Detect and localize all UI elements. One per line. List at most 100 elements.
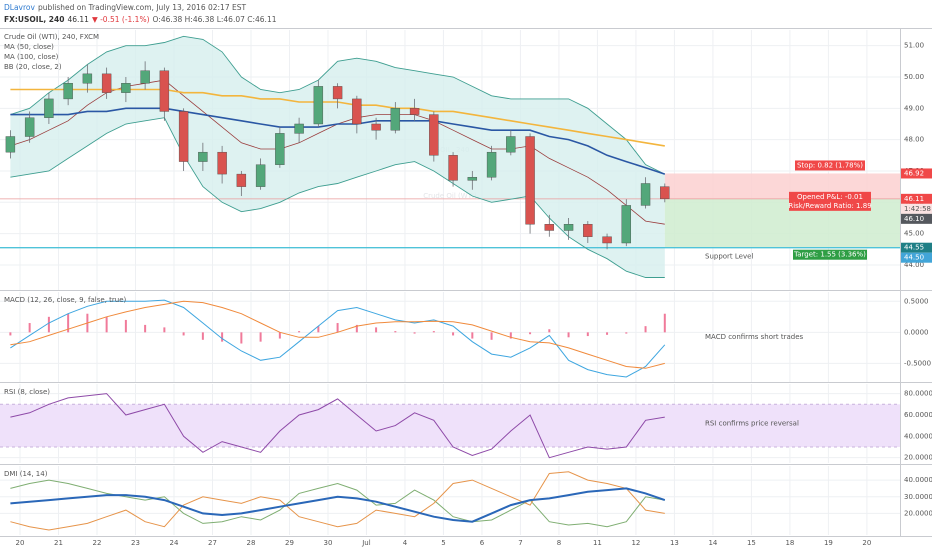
histogram-bar — [336, 323, 339, 333]
histogram-bar — [509, 332, 512, 339]
histogram-bar — [606, 332, 609, 335]
y-tick-label: 40.0000 — [904, 432, 932, 440]
histogram-bar — [548, 329, 551, 333]
x-tick-label: 29 — [285, 539, 294, 547]
rr-label-box — [789, 200, 871, 211]
x-tick-label: 7 — [518, 539, 522, 547]
x-tick-label: Jul — [361, 539, 371, 547]
candle-body — [24, 117, 35, 137]
pane-title: MACD (12, 26, close, 9, false, true) — [4, 296, 127, 304]
candle-body — [602, 236, 612, 244]
histogram-bar — [47, 316, 50, 333]
candle-body — [467, 177, 478, 181]
x-tick-label: 11 — [593, 539, 602, 547]
candle-body — [660, 186, 670, 200]
candle-body — [332, 86, 343, 100]
pane-title: Crude Oil (WTI), 240, FXCM — [4, 33, 99, 41]
price-tag-box — [901, 193, 932, 204]
candle-body — [159, 70, 170, 112]
histogram-bar — [28, 323, 31, 333]
symbol-line: FX:USOIL, 240 46.11 ▼ -0.51 (-1.1%) O:46.38… — [4, 15, 277, 24]
y-tick-label: 40.0000 — [904, 476, 932, 484]
candle-body — [275, 133, 285, 165]
indicator-line — [10, 393, 665, 459]
candle-body — [506, 136, 516, 153]
histogram-bar — [490, 332, 493, 340]
y-tick-label: 30.0000 — [904, 493, 932, 501]
countdown: 1:42:58 — [904, 205, 931, 213]
x-tick-label: 20 — [16, 539, 25, 547]
histogram-bar — [432, 331, 435, 333]
price-tag: 44.50 — [904, 254, 924, 262]
pnl-label-box — [789, 191, 871, 202]
price-tag-box — [901, 242, 932, 253]
rr-label: Risk/Reward Ratio: 1.89 — [788, 202, 871, 210]
candle-body — [390, 108, 401, 131]
candle-body — [621, 205, 632, 244]
histogram-bar — [67, 313, 70, 333]
price-tag-box — [901, 213, 932, 224]
watermark: Crude Oil (WTI) — [423, 192, 477, 200]
candle-body — [352, 98, 362, 125]
x-tick-label: 5 — [441, 539, 445, 547]
x-tick-label: 8 — [557, 539, 561, 547]
pnl-label: Opened P&L: -0.01 — [797, 193, 863, 201]
y-tick-label: 50.00 — [904, 73, 924, 81]
countdown-box — [901, 203, 932, 214]
indicator-line — [10, 471, 665, 531]
bb-upper — [10, 35, 665, 175]
x-tick-label: 4 — [403, 539, 408, 547]
histogram-bar — [259, 332, 262, 342]
candle-body — [486, 151, 497, 178]
pane: 40.0000 30.0000 20.0000 DMI (14, 14) — [0, 464, 932, 535]
moving-average — [10, 107, 666, 175]
ohlc: O:46.38 H:46.38 L:46.07 C:46.11 — [153, 15, 277, 24]
author[interactable]: DLavrov — [4, 3, 35, 12]
pane: 44.0045.0046.0047.0048.0049.0050.0051.00… — [0, 30, 932, 290]
histogram-bar — [567, 332, 570, 338]
histogram-bar — [413, 332, 416, 334]
indicator-line — [10, 487, 666, 523]
target-label: Target: 1.55 (3.36%) — [793, 251, 866, 259]
candle-body — [44, 98, 54, 118]
histogram-bar — [163, 327, 166, 333]
candle-body — [121, 83, 131, 93]
candle-body — [294, 123, 304, 134]
candle-body — [371, 123, 381, 131]
bb-fill — [10, 36, 665, 278]
rsi-band — [0, 404, 900, 447]
x-tick-label: 15 — [747, 539, 756, 547]
legend-entry: MA (100, close) — [4, 53, 59, 61]
x-tick-label: 23 — [131, 539, 140, 547]
legend-entry: MA (50, close) — [4, 43, 54, 51]
x-tick-label: 22 — [93, 539, 102, 547]
last-price: 46.11 — [67, 15, 89, 24]
price-tag-box — [901, 168, 932, 179]
candle-body — [5, 136, 16, 153]
histogram-bar — [529, 332, 532, 335]
x-tick-label: 14 — [708, 539, 717, 547]
histogram-bar — [317, 326, 320, 333]
candle-body — [544, 224, 555, 231]
histogram-bar — [663, 313, 666, 333]
candle-body — [198, 151, 208, 162]
histogram-bar — [278, 332, 281, 339]
annotation: MACD confirms short trades — [705, 333, 804, 341]
pane-title: DMI (14, 14) — [4, 470, 48, 478]
indicator-line — [10, 299, 666, 378]
pane-title: RSI (8, close) — [4, 388, 50, 396]
y-tick-label: 0.0000 — [904, 328, 929, 336]
price-tag: 46.92 — [904, 169, 924, 177]
candle-body — [101, 73, 112, 93]
histogram-bar — [201, 332, 204, 340]
histogram-bar — [355, 324, 358, 333]
histogram-bar — [221, 332, 224, 342]
histogram-bar — [105, 316, 108, 333]
histogram-bar — [9, 332, 12, 336]
price-tag: 46.10 — [904, 215, 924, 223]
y-tick-label: 20.0000 — [904, 454, 932, 462]
histogram-bar — [298, 331, 301, 333]
legend-entry: BB (20, close, 2) — [4, 63, 62, 71]
y-tick-label: 20.0000 — [904, 509, 932, 517]
